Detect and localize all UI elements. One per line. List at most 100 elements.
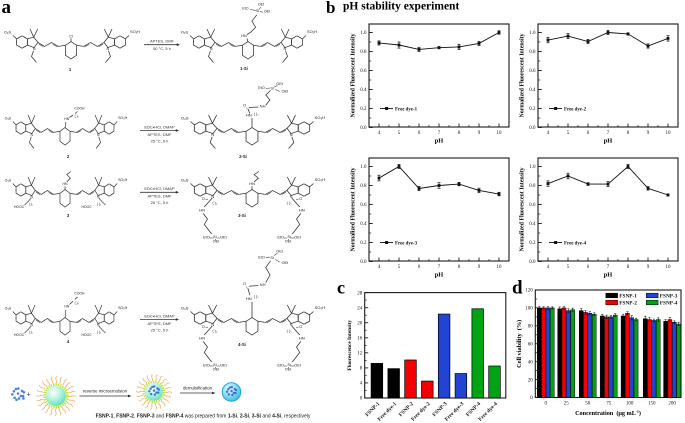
svg-text:N: N bbox=[97, 323, 100, 327]
svg-text:O: O bbox=[243, 104, 246, 108]
svg-text:HN: HN bbox=[64, 304, 69, 308]
svg-text:OEt: OEt bbox=[276, 82, 283, 86]
svg-text:Free dye-4: Free dye-4 bbox=[564, 241, 587, 246]
svg-text:OEt: OEt bbox=[282, 261, 289, 265]
svg-text:0: 0 bbox=[530, 396, 533, 401]
svg-text:OEt: OEt bbox=[220, 364, 227, 368]
svg-text:( )₅: ( )₅ bbox=[254, 112, 259, 116]
svg-text:pH: pH bbox=[435, 137, 444, 144]
svg-text:50: 50 bbox=[585, 402, 591, 407]
svg-text:0.4: 0.4 bbox=[360, 88, 367, 93]
svg-text:6: 6 bbox=[418, 131, 421, 136]
svg-text:120: 120 bbox=[525, 289, 533, 294]
svg-text:d: d bbox=[512, 278, 523, 299]
svg-text:OEt: OEt bbox=[213, 240, 220, 244]
svg-text:O: O bbox=[202, 197, 205, 201]
svg-text:( )₅: ( )₅ bbox=[29, 330, 34, 334]
svg-text:0.4: 0.4 bbox=[529, 88, 536, 93]
svg-text:0.0: 0.0 bbox=[360, 260, 367, 265]
svg-text:25 °C, 5 h: 25 °C, 5 h bbox=[151, 200, 169, 205]
svg-text:SO₃H: SO₃H bbox=[307, 29, 317, 34]
svg-text:HOOC: HOOC bbox=[14, 205, 25, 209]
svg-text:EtO: EtO bbox=[277, 364, 284, 368]
svg-text:100: 100 bbox=[626, 402, 634, 407]
svg-text:10: 10 bbox=[497, 131, 503, 136]
svg-text:3-Si: 3-Si bbox=[238, 213, 246, 218]
svg-text:5: 5 bbox=[567, 131, 570, 136]
svg-text:HN: HN bbox=[199, 336, 205, 341]
svg-text:SO₃H: SO₃H bbox=[118, 306, 127, 310]
svg-text:O₃S: O₃S bbox=[181, 178, 189, 183]
svg-text:0.8: 0.8 bbox=[529, 50, 536, 55]
svg-text:EtO: EtO bbox=[277, 236, 284, 240]
svg-text:NH: NH bbox=[260, 104, 266, 109]
svg-text:SO₃H: SO₃H bbox=[315, 177, 326, 182]
svg-text:1: 1 bbox=[69, 67, 72, 72]
svg-text:20: 20 bbox=[357, 321, 363, 326]
svg-text:Cl: Cl bbox=[69, 33, 73, 38]
svg-text:HN: HN bbox=[241, 34, 247, 38]
svg-text:4: 4 bbox=[360, 382, 363, 387]
svg-text:FSNP-1, FSNP-2, FSNP-3 and FSN: FSNP-1, FSNP-2, FSNP-3 and FSNP-4 was pr… bbox=[96, 414, 311, 420]
svg-text:O: O bbox=[243, 282, 246, 286]
svg-text:( )₅: ( )₅ bbox=[75, 301, 80, 305]
svg-text:O₃S: O₃S bbox=[181, 30, 189, 35]
svg-text:EDC•HCl, DMAP: EDC•HCl, DMAP bbox=[144, 313, 175, 318]
svg-text:Free dye-3: Free dye-3 bbox=[395, 241, 418, 246]
svg-text:O₃S: O₃S bbox=[181, 306, 189, 311]
svg-text:pH: pH bbox=[604, 271, 613, 278]
svg-text:Normalized Fluorescent Intensi: Normalized Fluorescent Intensity bbox=[520, 167, 526, 251]
svg-text:N: N bbox=[31, 195, 34, 199]
svg-text:1-Si: 1-Si bbox=[240, 66, 248, 71]
svg-text:demulsification: demulsification bbox=[183, 385, 213, 390]
svg-text:Cell viability (%): Cell viability (%) bbox=[516, 320, 523, 368]
svg-text:Si: Si bbox=[213, 235, 217, 239]
svg-text:EtO: EtO bbox=[203, 236, 210, 240]
svg-text:N: N bbox=[31, 323, 34, 327]
svg-text:FSNP-2: FSNP-2 bbox=[619, 300, 637, 306]
svg-text:APTES, DMF: APTES, DMF bbox=[147, 194, 172, 199]
svg-text:O: O bbox=[299, 325, 302, 329]
svg-text:N: N bbox=[290, 132, 293, 137]
svg-text:1.0: 1.0 bbox=[529, 31, 536, 36]
svg-text:150: 150 bbox=[648, 402, 656, 407]
svg-text:7: 7 bbox=[438, 265, 441, 270]
svg-text:OEt: OEt bbox=[258, 3, 264, 7]
svg-text:1.0: 1.0 bbox=[529, 165, 536, 170]
svg-text:HN: HN bbox=[246, 296, 252, 301]
svg-text:( )₅: ( )₅ bbox=[75, 114, 80, 118]
svg-text:7: 7 bbox=[607, 265, 610, 270]
svg-text:N: N bbox=[97, 195, 100, 199]
svg-text:80: 80 bbox=[528, 325, 534, 330]
svg-text:N: N bbox=[33, 47, 36, 51]
svg-text:Free dye-1: Free dye-1 bbox=[395, 107, 418, 112]
svg-text:0.6: 0.6 bbox=[360, 69, 367, 74]
svg-text:N: N bbox=[290, 194, 293, 199]
svg-text:9: 9 bbox=[478, 265, 481, 270]
svg-text:24: 24 bbox=[357, 306, 363, 311]
svg-text:Normalized Fluorescent Intensi: Normalized Fluorescent Intensity bbox=[351, 167, 357, 251]
svg-text:HN: HN bbox=[246, 113, 252, 118]
svg-text:OEt: OEt bbox=[276, 250, 283, 254]
svg-text:( )₅: ( )₅ bbox=[212, 201, 217, 205]
svg-text:SO₃H: SO₃H bbox=[315, 115, 326, 120]
svg-text:8: 8 bbox=[360, 367, 363, 372]
svg-text:N: N bbox=[290, 322, 293, 327]
svg-text:0.4: 0.4 bbox=[529, 222, 536, 227]
svg-text:reverse microemulsion: reverse microemulsion bbox=[83, 388, 128, 393]
svg-text:APTES, DMF: APTES, DMF bbox=[150, 39, 175, 44]
svg-text:0.0: 0.0 bbox=[360, 126, 367, 131]
svg-text:EtO: EtO bbox=[242, 7, 248, 11]
svg-text:APTES, DMF: APTES, DMF bbox=[147, 132, 172, 137]
svg-text:0.0: 0.0 bbox=[529, 126, 536, 131]
svg-text:N: N bbox=[31, 133, 34, 137]
svg-text:SO₃H: SO₃H bbox=[118, 116, 127, 120]
svg-text:2: 2 bbox=[67, 154, 70, 159]
svg-text:7: 7 bbox=[607, 131, 610, 136]
svg-text:16: 16 bbox=[357, 337, 363, 342]
svg-text:pH: pH bbox=[435, 271, 444, 278]
svg-text:0.8: 0.8 bbox=[529, 184, 536, 189]
svg-text:200: 200 bbox=[668, 402, 676, 407]
svg-text:EtO: EtO bbox=[258, 256, 265, 260]
svg-text:HN: HN bbox=[299, 208, 305, 213]
